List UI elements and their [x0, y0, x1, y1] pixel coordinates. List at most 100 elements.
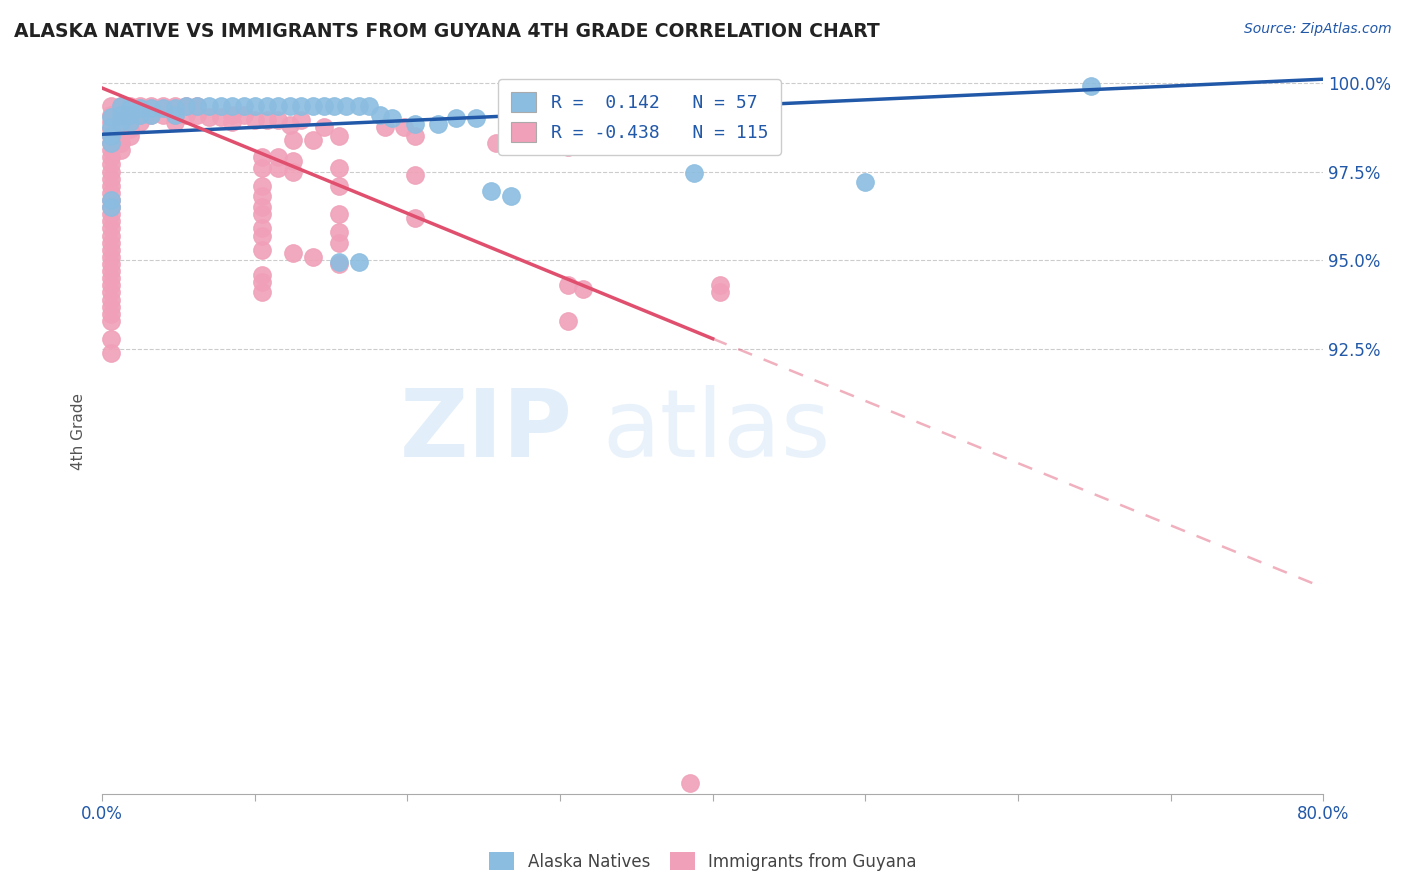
- Text: ZIP: ZIP: [399, 385, 572, 477]
- Point: [186, 108, 208, 122]
- Point: [100, 346, 122, 360]
- Point: [267, 113, 290, 128]
- Point: [100, 307, 122, 321]
- Point: [110, 115, 132, 129]
- Point: [100, 332, 122, 346]
- Point: [479, 184, 502, 198]
- Point: [100, 314, 122, 328]
- Point: [100, 171, 122, 186]
- Point: [404, 129, 426, 144]
- Point: [129, 108, 152, 122]
- Point: [139, 101, 162, 115]
- Point: [252, 243, 274, 257]
- Point: [100, 207, 122, 221]
- Point: [110, 115, 132, 129]
- Text: ALASKA NATIVE VS IMMIGRANTS FROM GUYANA 4TH GRADE CORRELATION CHART: ALASKA NATIVE VS IMMIGRANTS FROM GUYANA …: [14, 22, 880, 41]
- Point: [100, 264, 122, 278]
- Point: [118, 115, 141, 129]
- Point: [557, 139, 579, 153]
- Point: [709, 278, 731, 293]
- Point: [118, 99, 141, 113]
- Point: [209, 99, 232, 113]
- Point: [328, 178, 350, 193]
- Point: [100, 129, 122, 144]
- Point: [152, 108, 174, 122]
- Point: [243, 99, 266, 113]
- Point: [683, 166, 706, 180]
- Point: [110, 129, 132, 144]
- Point: [198, 110, 221, 124]
- Point: [404, 211, 426, 225]
- Point: [252, 221, 274, 235]
- Point: [100, 200, 122, 214]
- Point: [110, 99, 132, 113]
- Point: [267, 150, 290, 164]
- Point: [252, 285, 274, 300]
- Point: [110, 99, 132, 113]
- Point: [152, 99, 174, 113]
- Point: [100, 214, 122, 228]
- Point: [100, 235, 122, 250]
- Point: [100, 129, 122, 144]
- Legend: Alaska Natives, Immigrants from Guyana: Alaska Natives, Immigrants from Guyana: [481, 844, 925, 880]
- Point: [328, 255, 350, 269]
- Point: [281, 246, 304, 260]
- Point: [100, 150, 122, 164]
- Point: [503, 117, 526, 131]
- Point: [347, 255, 370, 269]
- Point: [165, 101, 187, 115]
- Point: [572, 282, 595, 296]
- Point: [129, 101, 152, 115]
- Point: [100, 228, 122, 243]
- Point: [446, 112, 468, 126]
- Point: [557, 278, 579, 293]
- Point: [328, 257, 350, 271]
- Point: [328, 161, 350, 175]
- Point: [709, 285, 731, 300]
- Point: [129, 115, 152, 129]
- Point: [100, 243, 122, 257]
- Point: [485, 136, 508, 151]
- Point: [278, 119, 301, 133]
- Point: [368, 108, 391, 122]
- Point: [174, 99, 197, 113]
- Point: [118, 108, 141, 122]
- Point: [522, 117, 544, 131]
- Point: [174, 99, 197, 113]
- Point: [100, 157, 122, 171]
- Point: [426, 117, 449, 131]
- Point: [110, 136, 132, 151]
- Point: [381, 112, 404, 126]
- Point: [118, 101, 141, 115]
- Point: [118, 129, 141, 144]
- Point: [110, 108, 132, 122]
- Point: [100, 99, 122, 113]
- Point: [100, 193, 122, 207]
- Point: [328, 129, 350, 144]
- Point: [465, 112, 488, 126]
- Point: [312, 99, 335, 113]
- Point: [301, 99, 323, 113]
- Point: [256, 99, 278, 113]
- Point: [404, 168, 426, 182]
- Point: [110, 108, 132, 122]
- Point: [347, 99, 370, 113]
- Point: [165, 99, 187, 113]
- Point: [186, 99, 208, 113]
- Point: [335, 99, 357, 113]
- Point: [281, 133, 304, 147]
- Point: [198, 99, 221, 113]
- Point: [174, 108, 197, 122]
- Point: [281, 164, 304, 178]
- Point: [129, 108, 152, 122]
- Point: [328, 225, 350, 239]
- Point: [252, 268, 274, 282]
- Point: [328, 235, 350, 250]
- Point: [252, 228, 274, 243]
- Point: [100, 115, 122, 129]
- Point: [100, 110, 122, 124]
- Point: [301, 250, 323, 264]
- Point: [100, 136, 122, 151]
- Point: [233, 99, 256, 113]
- Point: [110, 122, 132, 136]
